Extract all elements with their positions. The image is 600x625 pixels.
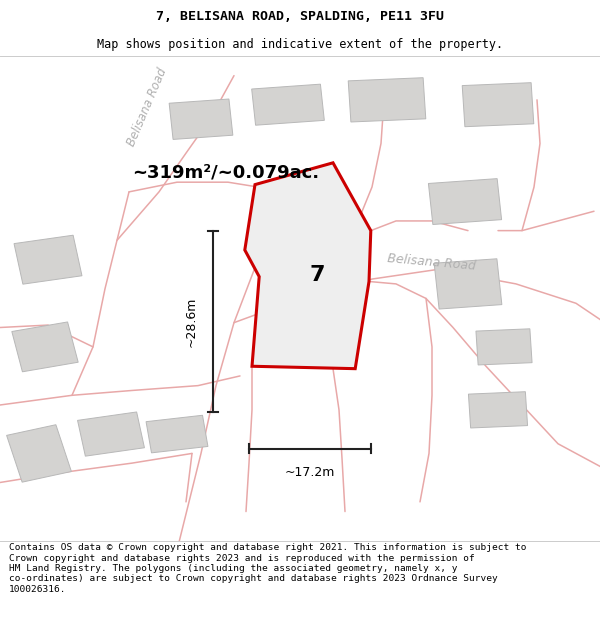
Text: Belisana Road: Belisana Road — [387, 252, 477, 272]
Text: Map shows position and indicative extent of the property.: Map shows position and indicative extent… — [97, 38, 503, 51]
Text: ~17.2m: ~17.2m — [285, 466, 335, 479]
Polygon shape — [476, 329, 532, 365]
Polygon shape — [251, 84, 325, 125]
Polygon shape — [169, 99, 233, 139]
Polygon shape — [146, 415, 208, 453]
Polygon shape — [348, 78, 426, 122]
Polygon shape — [77, 412, 145, 456]
Polygon shape — [245, 162, 371, 369]
Text: Belisana Road: Belisana Road — [125, 66, 169, 148]
Polygon shape — [434, 259, 502, 309]
Polygon shape — [469, 392, 527, 428]
Polygon shape — [428, 179, 502, 224]
Text: Contains OS data © Crown copyright and database right 2021. This information is : Contains OS data © Crown copyright and d… — [9, 543, 527, 594]
Polygon shape — [7, 425, 71, 482]
Text: ~28.6m: ~28.6m — [185, 296, 198, 347]
Text: 7: 7 — [309, 265, 325, 285]
Polygon shape — [12, 322, 78, 372]
Text: 7, BELISANA ROAD, SPALDING, PE11 3FU: 7, BELISANA ROAD, SPALDING, PE11 3FU — [156, 10, 444, 23]
Polygon shape — [462, 82, 534, 127]
Polygon shape — [14, 235, 82, 284]
Text: ~319m²/~0.079ac.: ~319m²/~0.079ac. — [132, 164, 319, 181]
